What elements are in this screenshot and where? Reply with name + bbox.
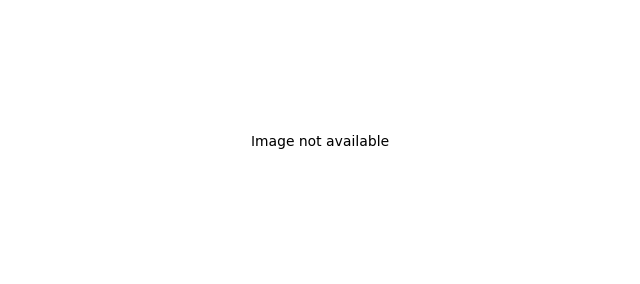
Text: Image not available: Image not available bbox=[251, 135, 389, 149]
